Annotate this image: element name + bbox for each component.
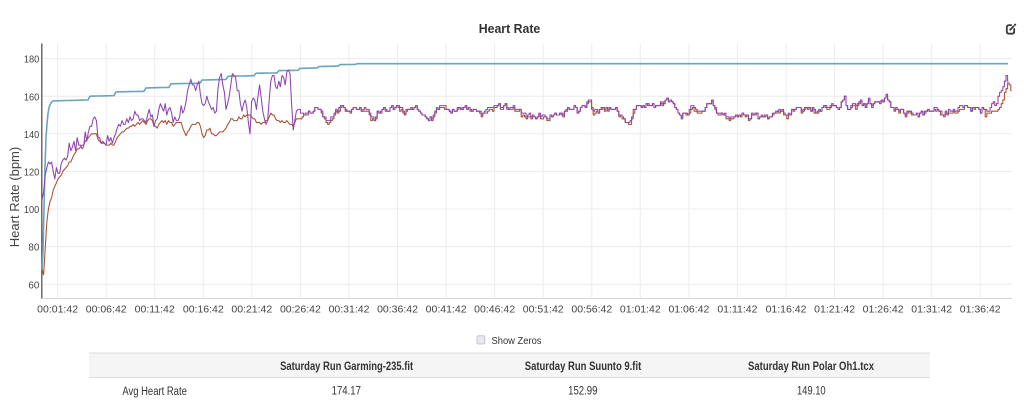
svg-text:01:06:42: 01:06:42 bbox=[668, 303, 709, 315]
svg-text:Avg Heart Rate: Avg Heart Rate bbox=[122, 386, 187, 398]
svg-text:01:26:42: 01:26:42 bbox=[863, 303, 904, 315]
svg-text:Show Zeros: Show Zeros bbox=[492, 336, 542, 347]
svg-text:Saturday Run Garming-235.fit: Saturday Run Garming-235.fit bbox=[280, 361, 413, 373]
svg-text:00:36:42: 00:36:42 bbox=[377, 303, 418, 315]
svg-text:00:41:42: 00:41:42 bbox=[426, 303, 467, 315]
svg-text:01:16:42: 01:16:42 bbox=[766, 303, 807, 315]
svg-text:01:11:42: 01:11:42 bbox=[717, 303, 757, 315]
svg-text:152.99: 152.99 bbox=[568, 386, 597, 398]
svg-text:120: 120 bbox=[24, 167, 40, 179]
svg-text:Heart Rate (bpm): Heart Rate (bpm) bbox=[7, 147, 22, 247]
svg-text:00:21:42: 00:21:42 bbox=[231, 303, 272, 315]
svg-text:00:06:42: 00:06:42 bbox=[86, 303, 127, 315]
svg-text:140: 140 bbox=[24, 129, 40, 141]
svg-text:01:01:42: 01:01:42 bbox=[620, 303, 661, 315]
svg-text:160: 160 bbox=[24, 91, 40, 103]
svg-text:149.10: 149.10 bbox=[797, 386, 826, 398]
svg-text:60: 60 bbox=[28, 279, 39, 291]
svg-text:Saturday Run Polar Oh1.tcx: Saturday Run Polar Oh1.tcx bbox=[748, 361, 874, 373]
svg-text:00:11:42: 00:11:42 bbox=[135, 303, 175, 315]
svg-text:Heart Rate: Heart Rate bbox=[479, 21, 541, 36]
svg-text:80: 80 bbox=[28, 242, 39, 254]
svg-text:01:21:42: 01:21:42 bbox=[814, 303, 855, 315]
svg-text:01:31:42: 01:31:42 bbox=[911, 303, 952, 315]
svg-text:180: 180 bbox=[24, 54, 40, 66]
svg-text:00:31:42: 00:31:42 bbox=[329, 303, 370, 315]
svg-text:00:46:42: 00:46:42 bbox=[474, 303, 515, 315]
svg-text:Saturday Run Suunto 9.fit: Saturday Run Suunto 9.fit bbox=[525, 361, 642, 373]
svg-text:00:16:42: 00:16:42 bbox=[183, 303, 224, 315]
svg-text:00:01:42: 00:01:42 bbox=[37, 303, 78, 315]
svg-text:00:56:42: 00:56:42 bbox=[571, 303, 612, 315]
svg-text:00:51:42: 00:51:42 bbox=[523, 303, 564, 315]
svg-text:00:26:42: 00:26:42 bbox=[280, 303, 321, 315]
svg-text:100: 100 bbox=[24, 204, 40, 216]
svg-text:174.17: 174.17 bbox=[332, 386, 361, 398]
svg-text:01:36:42: 01:36:42 bbox=[960, 303, 1001, 315]
